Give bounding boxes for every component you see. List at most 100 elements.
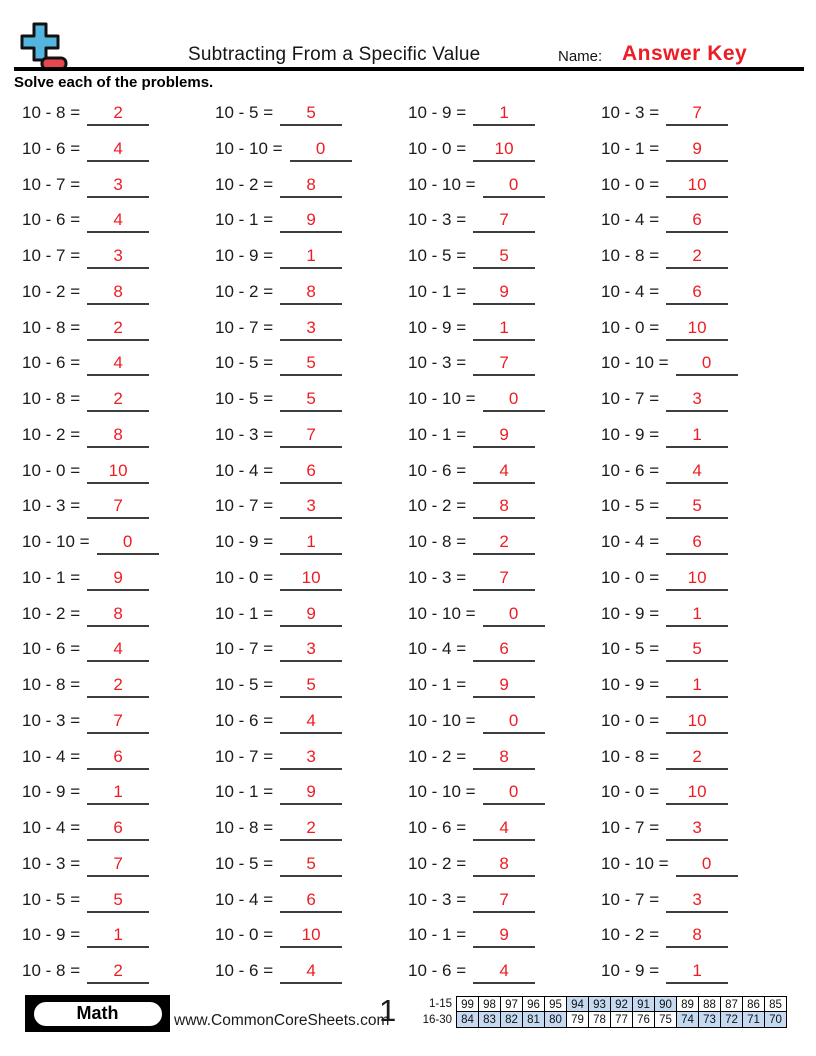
answer-blank[interactable]: 7 [473,353,536,377]
answer-blank[interactable]: 9 [87,568,150,591]
answer-blank[interactable]: 1 [666,425,729,448]
answer-blank[interactable]: 9 [473,675,536,698]
answer-blank[interactable]: 6 [473,639,536,663]
answer-blank[interactable]: 10 [666,318,729,341]
answer-blank[interactable]: 3 [87,246,150,269]
answer-blank[interactable]: 8 [473,496,536,520]
answer-blank[interactable]: 5 [280,854,343,877]
answer-blank[interactable]: 3 [666,389,729,412]
answer-blank[interactable]: 7 [666,103,729,126]
answer-blank[interactable]: 1 [473,318,536,341]
answer-blank[interactable]: 4 [473,961,536,984]
answer-blank[interactable]: 2 [666,246,729,269]
answer-blank[interactable]: 8 [280,175,343,198]
answer-blank[interactable]: 2 [87,961,150,984]
answer-blank[interactable]: 1 [666,604,729,627]
answer-blank[interactable]: 9 [473,425,536,448]
answer-blank[interactable]: 6 [87,818,150,841]
answer-blank[interactable]: 10 [473,139,536,162]
answer-blank[interactable]: 1 [473,103,536,126]
answer-blank[interactable]: 2 [87,389,150,412]
answer-blank[interactable]: 8 [666,925,729,949]
answer-blank[interactable]: 2 [473,532,536,555]
answer-blank[interactable]: 8 [87,604,150,627]
answer-blank[interactable]: 1 [87,925,150,949]
answer-blank[interactable]: 9 [666,139,729,162]
answer-blank[interactable]: 10 [280,925,343,949]
answer-blank[interactable]: 0 [482,175,545,198]
answer-blank[interactable]: 1 [666,675,729,698]
answer-blank[interactable]: 8 [87,425,150,448]
answer-blank[interactable]: 8 [87,282,150,305]
answer-blank[interactable]: 7 [473,568,536,591]
answer-blank[interactable]: 8 [473,747,536,770]
answer-blank[interactable]: 10 [666,175,729,198]
answer-blank[interactable]: 3 [666,890,729,913]
answer-blank[interactable]: 10 [87,461,150,484]
answer-blank[interactable]: 5 [280,103,343,126]
answer-blank[interactable]: 9 [280,604,343,627]
answer-blank[interactable]: 4 [280,961,343,984]
answer-blank[interactable]: 5 [666,639,729,663]
answer-blank[interactable]: 0 [289,139,352,162]
answer-blank[interactable]: 7 [87,496,150,520]
answer-blank[interactable]: 6 [666,532,729,555]
answer-blank[interactable]: 9 [280,782,343,806]
answer-blank[interactable]: 8 [280,282,343,305]
answer-blank[interactable]: 7 [87,854,150,877]
website-link[interactable]: www.CommonCoreSheets.com [174,1012,390,1029]
answer-blank[interactable]: 4 [666,461,729,484]
answer-blank[interactable]: 9 [280,210,343,234]
answer-blank[interactable]: 0 [96,532,159,555]
answer-blank[interactable]: 10 [280,568,343,591]
answer-blank[interactable]: 4 [280,711,343,734]
answer-blank[interactable]: 8 [473,854,536,877]
answer-blank[interactable]: 2 [666,747,729,770]
answer-blank[interactable]: 4 [473,818,536,841]
answer-blank[interactable]: 4 [87,639,150,663]
answer-blank[interactable]: 1 [666,961,729,984]
answer-blank[interactable]: 1 [280,246,343,269]
answer-blank[interactable]: 5 [280,675,343,698]
answer-blank[interactable]: 10 [666,568,729,591]
answer-blank[interactable]: 6 [666,210,729,234]
answer-blank[interactable]: 6 [87,747,150,770]
answer-blank[interactable]: 10 [666,782,729,806]
answer-blank[interactable]: 2 [87,103,150,126]
answer-blank[interactable]: 5 [666,496,729,520]
answer-blank[interactable]: 0 [675,353,738,377]
answer-blank[interactable]: 3 [280,318,343,341]
answer-blank[interactable]: 4 [473,461,536,484]
answer-blank[interactable]: 7 [87,711,150,734]
answer-blank[interactable]: 3 [280,496,343,520]
answer-blank[interactable]: 3 [666,818,729,841]
answer-blank[interactable]: 2 [280,818,343,841]
answer-blank[interactable]: 1 [280,532,343,555]
answer-blank[interactable]: 5 [280,389,343,412]
answer-blank[interactable]: 5 [473,246,536,269]
answer-blank[interactable]: 3 [280,639,343,663]
answer-blank[interactable]: 4 [87,353,150,377]
answer-blank[interactable]: 2 [87,318,150,341]
answer-blank[interactable]: 4 [87,139,150,162]
answer-blank[interactable]: 0 [482,389,545,412]
answer-blank[interactable]: 2 [87,675,150,698]
answer-blank[interactable]: 9 [473,282,536,305]
answer-blank[interactable]: 6 [666,282,729,305]
answer-blank[interactable]: 4 [87,210,150,234]
answer-blank[interactable]: 5 [280,353,343,377]
answer-blank[interactable]: 10 [666,711,729,734]
answer-blank[interactable]: 6 [280,890,343,913]
answer-blank[interactable]: 7 [280,425,343,448]
answer-blank[interactable]: 3 [280,747,343,770]
answer-blank[interactable]: 7 [473,890,536,913]
answer-blank[interactable]: 7 [473,210,536,234]
answer-blank[interactable]: 0 [675,854,738,877]
answer-blank[interactable]: 5 [87,890,150,913]
answer-blank[interactable]: 1 [87,782,150,806]
answer-blank[interactable]: 0 [482,604,545,627]
answer-blank[interactable]: 0 [482,782,545,806]
answer-blank[interactable]: 9 [473,925,536,949]
answer-blank[interactable]: 6 [280,461,343,484]
answer-blank[interactable]: 0 [482,711,545,734]
